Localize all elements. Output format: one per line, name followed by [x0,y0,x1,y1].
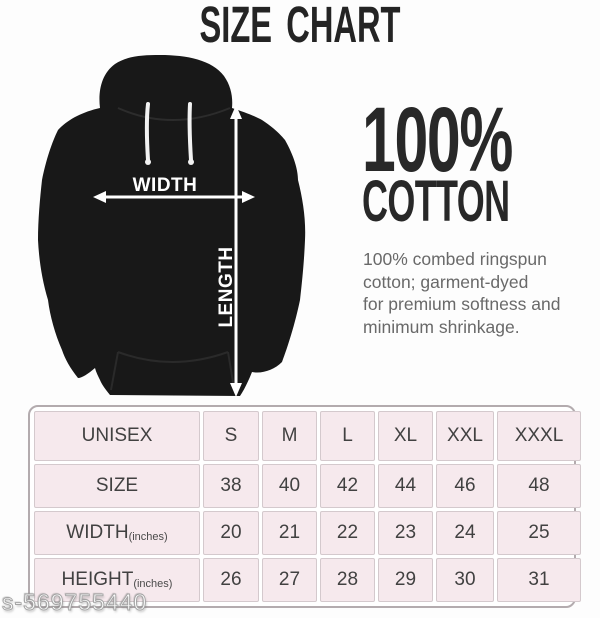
kangaroo-pocket-seam [110,351,235,391]
table-cell: 26 [203,558,259,602]
table-row-size: SIZE 38 40 42 44 46 48 [34,464,581,508]
table-cell: 28 [320,558,375,602]
row-label-unit: (inches) [133,578,173,590]
table-cell: 22 [320,511,375,555]
width-measure-label: WIDTH [133,175,198,196]
watermark: s-569755440 [2,589,148,616]
table-header-row: UNISEX S M L XL XXL XXXL [34,411,581,461]
row-label-width: WIDTH(inches) [34,511,200,555]
drawstring-left-icon [144,102,150,162]
width-arrow [93,191,255,203]
table-cell: 23 [378,511,433,555]
table-cell: 48 [497,464,581,508]
table-cell: 46 [436,464,494,508]
table-cell: 44 [378,464,433,508]
hoodie-silhouette [38,55,306,396]
table-header-size-xxxl: XXXL [497,411,581,461]
table-cell: 30 [436,558,494,602]
table-header-size-l: L [320,411,375,461]
table-header-size-xl: XL [378,411,433,461]
drawstring-right-icon [187,102,193,162]
cotton-description: 100% combed ringspun cotton; garment-dye… [363,248,588,338]
table-header-size-s: S [203,411,259,461]
cotton-description-line: minimum shrinkage. [363,316,520,337]
table-header-size-m: M [262,411,317,461]
page-title: SIZE CHART [0,0,600,62]
table-row-height: HEIGHT(inches) 26 27 28 29 30 31 [34,558,581,602]
table-cell: 31 [497,558,581,602]
table-cell: 40 [262,464,317,508]
length-arrow [230,105,242,397]
table-cell: 20 [203,511,259,555]
table-row-width: WIDTH(inches) 20 21 22 23 24 25 [34,511,581,555]
table-cell: 24 [436,511,494,555]
hood-opening-seam [117,107,231,121]
drawstring-right-aglet [188,159,194,165]
length-measure-label: LENGTH [216,246,237,327]
row-label-unit: (inches) [128,531,168,543]
table-cell: 21 [262,511,317,555]
table-header-size-xxl: XXL [436,411,494,461]
page-title-text: SIZE CHART [199,0,401,53]
size-table: UNISEX S M L XL XXL XXXL SIZE 38 40 42 4… [28,405,581,608]
table-header-unisex: UNISEX [34,411,200,461]
hoodie-illustration: WIDTH LENGTH [38,55,306,397]
row-label-height: HEIGHT(inches) [34,558,200,602]
table-cell: 29 [378,558,433,602]
cotton-description-line: 100% combed ringspun [363,249,547,269]
cotton-description-line: for premium softness and [363,294,561,314]
row-label-size: SIZE [34,464,200,508]
table-cell: 42 [320,464,375,508]
drawstring-left-aglet [145,159,151,165]
cotton-headline-top: 100% [362,89,513,191]
table-cell: 38 [203,464,259,508]
table-cell: 27 [262,558,317,602]
cotton-description-line: cotton; garment-dyed [363,271,529,292]
table-cell: 25 [497,511,581,555]
cotton-headline-bottom: COTTON [362,169,510,234]
